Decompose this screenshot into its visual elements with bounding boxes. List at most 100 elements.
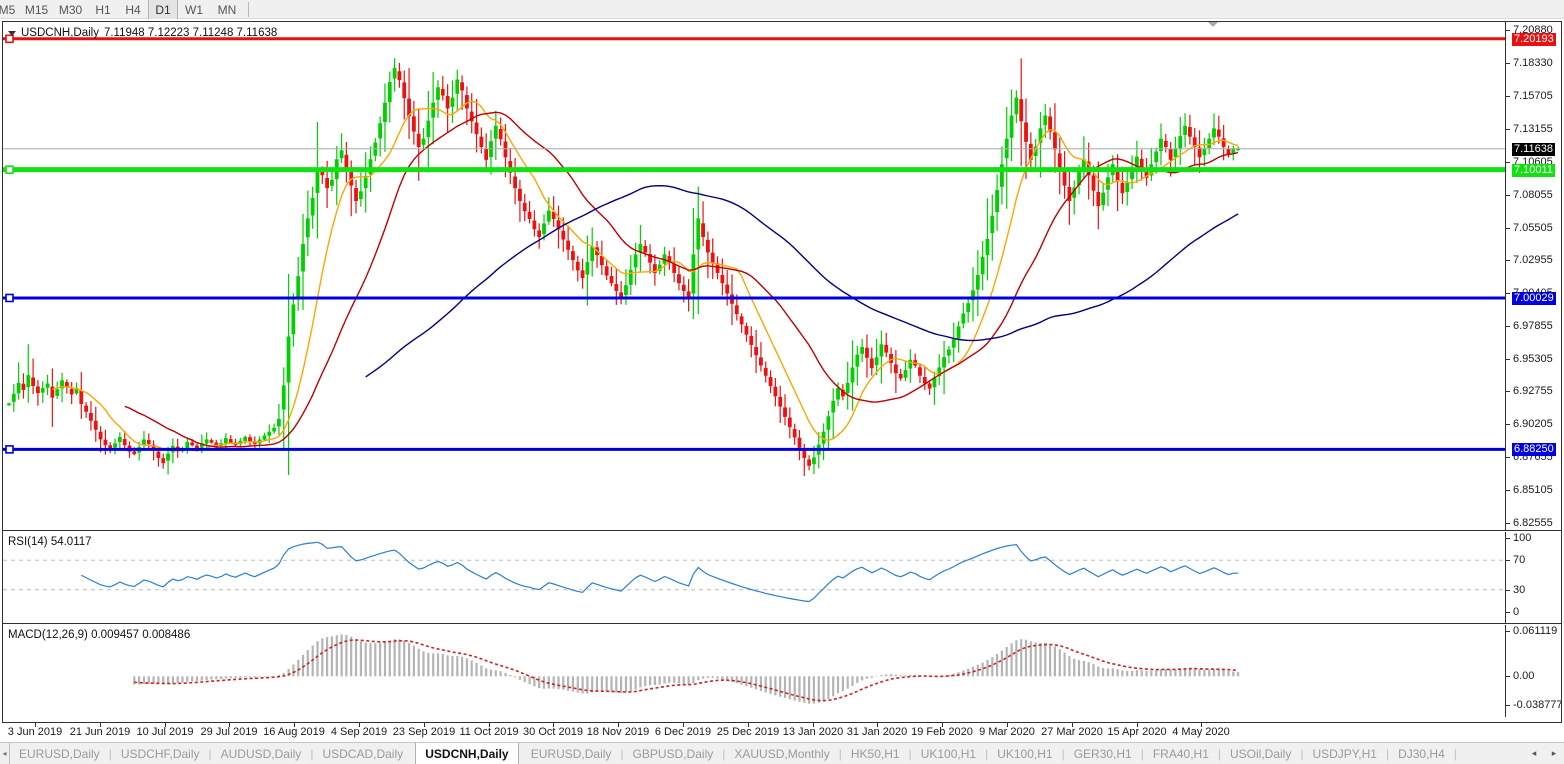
date-axis-tick	[877, 723, 878, 727]
chart-tab-active[interactable]: USDCNH,Daily	[415, 743, 519, 764]
price-scale-tick	[1506, 326, 1510, 327]
chart-tab[interactable]: GER30,H1	[1073, 746, 1132, 761]
rsi-plot-area[interactable]	[3, 532, 1505, 623]
price-scale-label: 6.95305	[1513, 353, 1553, 365]
rsi-scale-label: 30	[1513, 584, 1526, 596]
timeframe-button-d1[interactable]: D1	[148, 0, 178, 19]
price-scale-tick	[1506, 424, 1510, 425]
chart-tab[interactable]: USDCHF,Daily	[120, 746, 200, 761]
timeframe-button-m30[interactable]: M30	[58, 2, 83, 17]
rsi-scale-tick	[1506, 538, 1510, 539]
chart-tab[interactable]: EURUSD,Daily	[19, 746, 100, 761]
chart-tab[interactable]: UK100,H1	[997, 746, 1053, 761]
current-price-tag: 7.11638	[1512, 143, 1555, 156]
chart-tab[interactable]: HK50,H1	[850, 746, 900, 761]
tabbar-next-icon[interactable]: ▸	[1551, 748, 1557, 758]
price-scale-tick	[1506, 523, 1510, 524]
date-axis-label: 11 Oct 2019	[459, 726, 519, 738]
rsi-pane[interactable]: RSI(14) 54.0117 100 70 30 0	[3, 532, 1561, 624]
date-axis-label: 19 Feb 2020	[911, 726, 973, 738]
date-axis-label: 4 May 2020	[1172, 726, 1230, 738]
macd-title-label: MACD(12,26,9) 0.009457 0.008486	[8, 629, 191, 641]
timeframe-button-h1[interactable]: H1	[95, 2, 111, 17]
tabbar-scroll-left-icon[interactable]: ◂	[0, 743, 10, 764]
chart-tab[interactable]: USDCAD,Daily	[322, 746, 404, 761]
macd-scale-label: 0.061119	[1513, 625, 1558, 637]
ohlc-values: 7.11948 7.12223 7.11248 7.11638	[103, 27, 278, 39]
date-axis-label: 3 Jun 2019	[7, 726, 63, 738]
level-price-tag[interactable]: 7.00029	[1512, 292, 1556, 305]
timeframe-button-m5[interactable]: M5	[0, 2, 16, 17]
date-axis-tick	[294, 723, 295, 727]
date-axis-label: 23 Sep 2019	[392, 726, 456, 738]
rsi-line-series	[3, 541, 1505, 603]
date-axis-tick	[165, 723, 166, 727]
timeframe-button-mn[interactable]: MN	[217, 2, 237, 17]
level-price-tag[interactable]: 7.10011	[1512, 164, 1555, 177]
price-pane[interactable]: USDCNH,Daily 7.11948 7.12223 7.11248 7.1…	[3, 22, 1561, 531]
macd-plot-area[interactable]	[3, 625, 1505, 717]
date-axis-tick	[1072, 723, 1073, 727]
price-scale-label: 6.85105	[1513, 484, 1553, 496]
price-scale-tick	[1506, 195, 1510, 196]
price-scale-tick	[1506, 96, 1510, 97]
chart-tab[interactable]: AUDUSD,Daily	[220, 746, 302, 761]
chart-tab-separator: |	[1140, 746, 1144, 761]
chart-tab[interactable]: FRA40,H1	[1152, 746, 1209, 761]
timeframe-button-w1[interactable]: W1	[185, 2, 203, 17]
price-scale-tick	[1506, 129, 1510, 130]
tabbar-prev-icon[interactable]: ◂	[1531, 748, 1537, 758]
date-axis-label: 15 Apr 2020	[1107, 726, 1167, 738]
price-scale[interactable]: 7.20880 7.18330 7.15705 7.13155 7.10605 7.080…	[1505, 22, 1561, 530]
level-price-tag[interactable]: 6.88250	[1512, 443, 1556, 456]
date-axis-label: 4 Sep 2019	[330, 726, 388, 738]
chart-tab-separator: |	[985, 746, 989, 761]
chart-tab-separator: |	[722, 746, 726, 761]
date-axis-tick	[942, 723, 943, 727]
price-scale-tick	[1506, 293, 1510, 294]
macd-scale-tick	[1506, 705, 1510, 706]
timeframe-button-m15[interactable]: M15	[24, 2, 49, 17]
date-axis-tick	[424, 723, 425, 727]
chart-tab[interactable]: EURUSD,Daily	[530, 746, 612, 761]
price-scale-tick	[1506, 391, 1510, 392]
date-axis-tick	[35, 723, 36, 727]
chart-tab[interactable]: USOil,Daily	[1230, 746, 1292, 761]
chart-tab[interactable]: UK100,H1	[920, 746, 977, 761]
tabbar-navigation: ◂ ▸	[1524, 743, 1564, 764]
macd-pane[interactable]: MACD(12,26,9) 0.009457 0.008486 0.061119…	[3, 625, 1561, 717]
rsi-title-label: RSI(14) 54.0117	[8, 536, 92, 548]
timeframe-toolbar: M5 M15 M30 H1 H4 D1 W1 MN	[0, 0, 1564, 19]
date-axis-tick	[100, 723, 101, 727]
chart-tab-separator: |	[1217, 746, 1221, 761]
rsi-scale-label: 100	[1513, 532, 1532, 544]
price-scale-tick	[1506, 490, 1510, 491]
chart-tab-separator: |	[1385, 746, 1390, 761]
chart-tab[interactable]: GBPUSD,Daily	[632, 746, 714, 761]
price-scale-tick	[1506, 359, 1510, 360]
date-axis-tick	[1201, 723, 1202, 727]
date-axis-tick	[748, 723, 749, 727]
date-axis-tick	[813, 723, 814, 727]
chart-tab[interactable]: XAUUSD,Monthly	[734, 746, 830, 761]
date-axis-tick	[489, 723, 490, 727]
chevron-down-icon[interactable]	[8, 30, 16, 36]
pane-collapse-icon[interactable]	[1208, 22, 1218, 27]
price-scale-tick	[1506, 30, 1510, 31]
macd-histogram-series	[133, 634, 1240, 704]
chart-frame[interactable]: USDCNH,Daily 7.11948 7.12223 7.11248 7.1…	[2, 21, 1562, 723]
timeframe-button-h4[interactable]: H4	[125, 2, 141, 17]
level-price-tag[interactable]: 7.20193	[1512, 33, 1556, 46]
chart-tab-bar: ◂ EURUSD,Daily | USDCHF,Daily | AUDUSD,Daily…	[0, 742, 1564, 764]
rsi-scale-label: 0	[1513, 606, 1520, 618]
price-scale-label: 7.10605	[1513, 156, 1553, 168]
price-plot-area[interactable]	[3, 22, 1505, 530]
symbol-timeframe-label: USDCNH,Daily	[21, 27, 99, 39]
date-axis-label: 9 Mar 2020	[979, 726, 1035, 738]
macd-scale-label: -0.038777	[1513, 699, 1561, 711]
chart-tab-separator: |	[908, 746, 912, 761]
chart-tab[interactable]: USDJPY,H1	[1312, 746, 1377, 761]
date-axis-label: 30 Oct 2019	[523, 726, 583, 738]
date-axis-label: 27 Mar 2020	[1041, 726, 1103, 738]
chart-tab[interactable]: DJ30,H4	[1398, 746, 1445, 761]
